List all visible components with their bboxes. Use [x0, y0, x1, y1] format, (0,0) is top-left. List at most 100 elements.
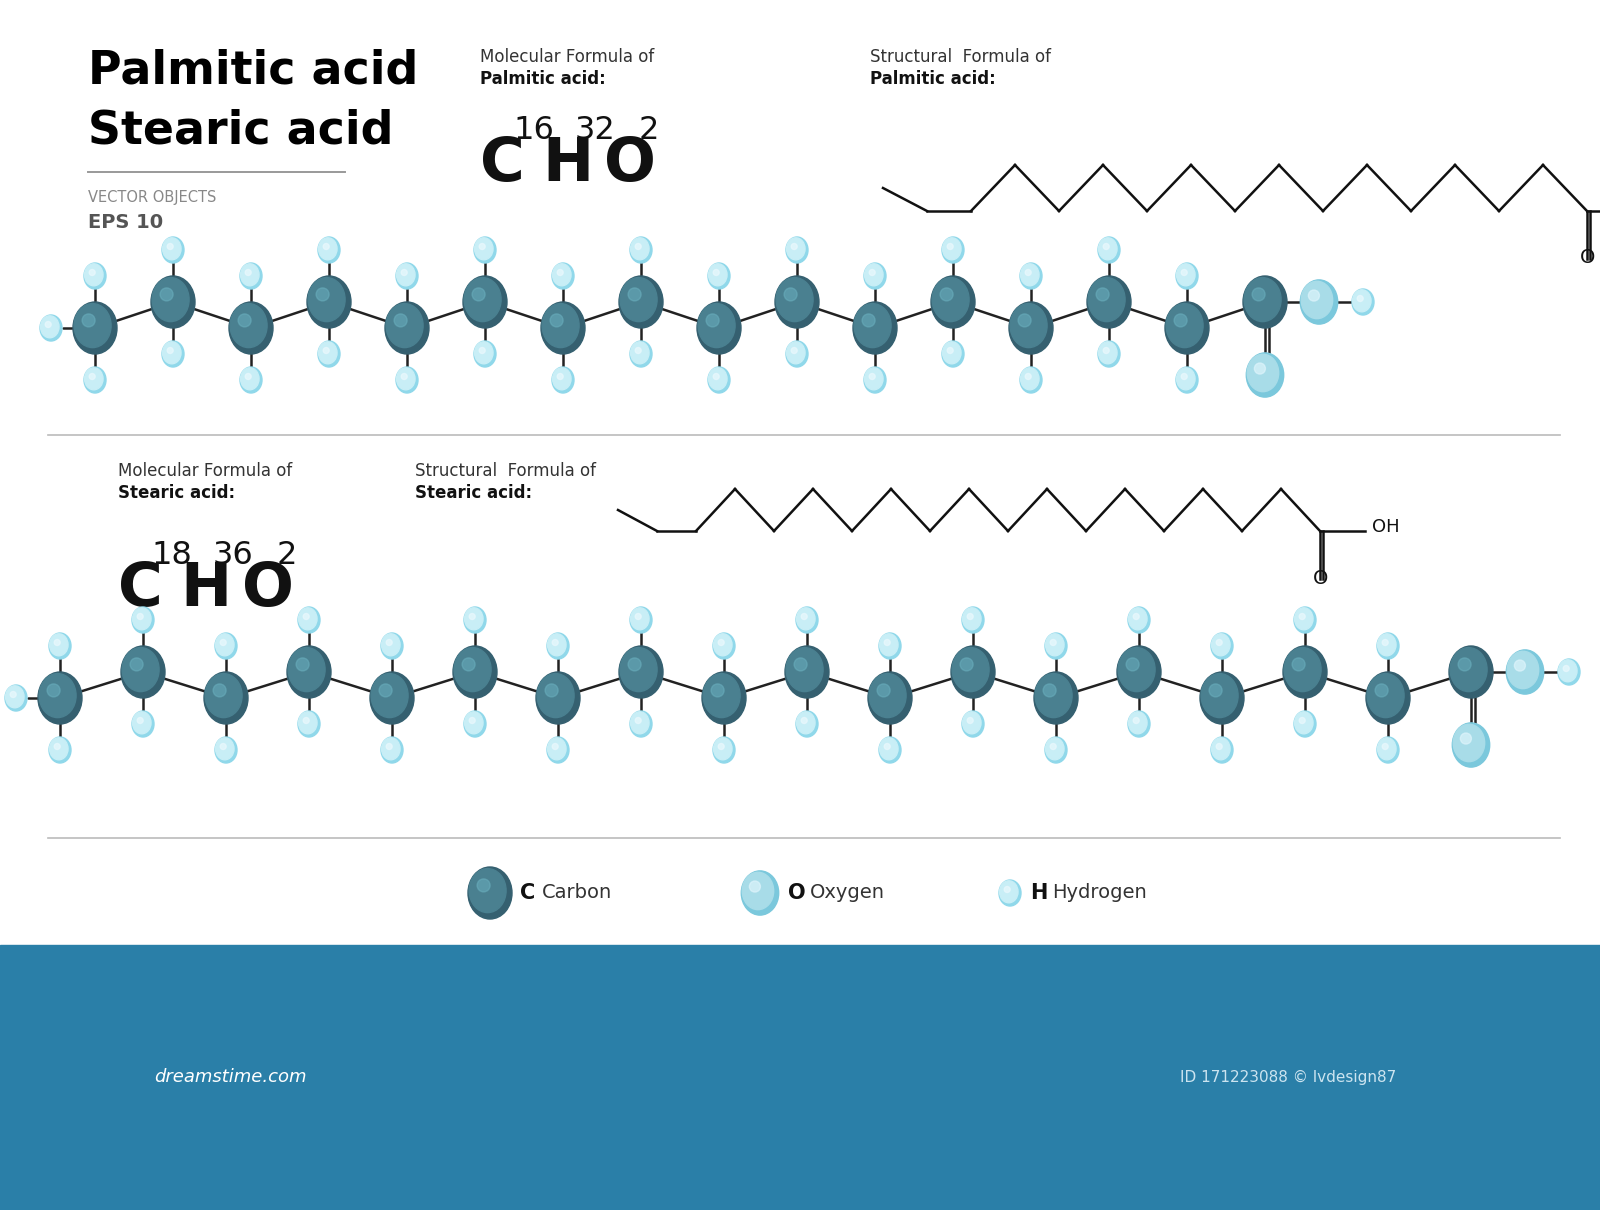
Ellipse shape [1181, 270, 1187, 276]
Text: ID 171223088 © lvdesign87: ID 171223088 © lvdesign87 [1181, 1070, 1397, 1085]
Ellipse shape [397, 264, 414, 286]
Ellipse shape [552, 264, 571, 286]
Ellipse shape [40, 316, 59, 338]
Ellipse shape [299, 607, 317, 629]
Ellipse shape [933, 277, 970, 322]
Ellipse shape [552, 640, 558, 645]
Ellipse shape [205, 672, 248, 724]
Ellipse shape [635, 718, 642, 724]
Ellipse shape [1128, 711, 1150, 737]
Ellipse shape [714, 374, 720, 380]
Ellipse shape [394, 313, 406, 327]
Ellipse shape [797, 711, 814, 733]
Ellipse shape [546, 684, 558, 697]
Ellipse shape [1176, 367, 1198, 393]
Ellipse shape [864, 367, 886, 393]
Ellipse shape [853, 302, 898, 355]
Ellipse shape [709, 264, 726, 286]
Ellipse shape [1176, 263, 1198, 289]
Ellipse shape [998, 880, 1021, 906]
Ellipse shape [1352, 290, 1371, 312]
Text: Hydrogen: Hydrogen [1053, 883, 1147, 903]
Ellipse shape [1021, 263, 1042, 289]
Ellipse shape [1086, 276, 1131, 328]
Ellipse shape [402, 270, 406, 276]
Ellipse shape [1128, 607, 1150, 633]
Ellipse shape [869, 270, 875, 276]
Ellipse shape [1294, 607, 1314, 629]
Ellipse shape [797, 711, 818, 737]
Ellipse shape [477, 878, 490, 892]
Ellipse shape [547, 738, 566, 760]
Ellipse shape [214, 633, 237, 659]
Text: 16: 16 [514, 115, 554, 146]
Text: O: O [787, 883, 806, 903]
Text: O: O [1314, 569, 1328, 588]
Ellipse shape [742, 872, 774, 910]
Ellipse shape [1210, 684, 1222, 697]
Ellipse shape [474, 237, 496, 263]
Ellipse shape [635, 613, 642, 620]
Ellipse shape [1018, 313, 1030, 327]
Ellipse shape [453, 646, 498, 698]
Ellipse shape [1453, 725, 1485, 761]
Ellipse shape [797, 607, 818, 633]
Ellipse shape [547, 737, 570, 764]
Ellipse shape [947, 243, 954, 249]
Ellipse shape [1026, 374, 1032, 380]
Ellipse shape [133, 607, 150, 629]
Ellipse shape [323, 243, 330, 249]
Ellipse shape [130, 658, 142, 670]
Ellipse shape [1309, 290, 1320, 301]
Ellipse shape [1045, 633, 1067, 659]
Ellipse shape [467, 868, 512, 920]
Text: 2: 2 [638, 115, 659, 146]
Ellipse shape [1165, 302, 1210, 355]
Ellipse shape [163, 238, 181, 260]
Ellipse shape [318, 237, 339, 263]
Ellipse shape [802, 718, 808, 724]
Ellipse shape [1461, 733, 1472, 744]
Ellipse shape [792, 243, 797, 249]
Ellipse shape [1104, 347, 1109, 353]
Ellipse shape [787, 238, 805, 260]
Ellipse shape [702, 672, 746, 724]
Ellipse shape [1126, 658, 1139, 670]
Ellipse shape [46, 684, 61, 697]
Ellipse shape [630, 711, 653, 737]
Ellipse shape [621, 647, 658, 692]
Ellipse shape [1005, 887, 1010, 893]
Ellipse shape [1176, 264, 1195, 286]
Ellipse shape [85, 368, 102, 390]
Ellipse shape [38, 672, 82, 724]
Text: O: O [605, 136, 656, 194]
Ellipse shape [1202, 674, 1238, 718]
Text: C: C [520, 883, 536, 903]
Ellipse shape [317, 288, 330, 301]
Ellipse shape [85, 264, 102, 286]
Ellipse shape [966, 718, 973, 724]
Ellipse shape [1043, 684, 1056, 697]
Ellipse shape [1211, 738, 1230, 760]
Ellipse shape [1010, 302, 1053, 355]
Ellipse shape [381, 634, 400, 656]
Ellipse shape [784, 288, 797, 301]
Ellipse shape [1211, 633, 1234, 659]
Ellipse shape [480, 347, 485, 353]
Ellipse shape [952, 647, 989, 692]
Ellipse shape [240, 368, 259, 390]
Ellipse shape [318, 238, 338, 260]
Text: H: H [179, 560, 230, 620]
Ellipse shape [702, 674, 741, 718]
Text: 32: 32 [574, 115, 616, 146]
Ellipse shape [867, 672, 912, 724]
Ellipse shape [714, 634, 733, 656]
Ellipse shape [464, 607, 483, 629]
Text: C: C [480, 136, 525, 194]
Ellipse shape [318, 341, 338, 364]
Text: Carbon: Carbon [542, 883, 613, 903]
Ellipse shape [150, 276, 195, 328]
Ellipse shape [1045, 634, 1064, 656]
Ellipse shape [786, 237, 808, 263]
Ellipse shape [138, 718, 144, 724]
